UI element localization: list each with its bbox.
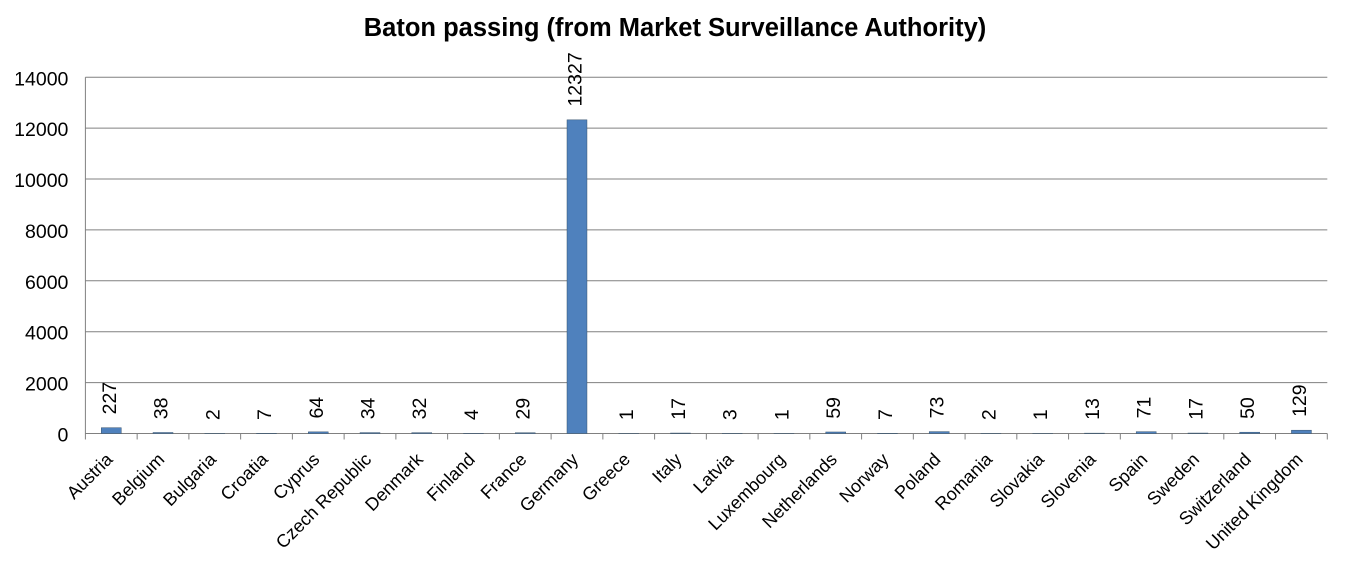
svg-text:12327: 12327 — [564, 52, 586, 106]
svg-text:Romania: Romania — [931, 448, 997, 514]
svg-text:United Kingdom: United Kingdom — [1202, 449, 1307, 554]
svg-text:Denmark: Denmark — [361, 448, 427, 514]
svg-text:8000: 8000 — [25, 221, 69, 243]
svg-text:1: 1 — [616, 409, 638, 420]
svg-text:73: 73 — [927, 397, 949, 419]
svg-text:2: 2 — [978, 409, 1000, 420]
svg-text:10000: 10000 — [14, 170, 68, 192]
svg-text:Italy: Italy — [648, 449, 685, 486]
svg-text:7: 7 — [254, 409, 276, 420]
svg-text:59: 59 — [823, 397, 845, 419]
svg-text:0: 0 — [58, 424, 69, 446]
svg-text:Belgium: Belgium — [108, 449, 168, 509]
svg-text:71: 71 — [1134, 397, 1156, 419]
svg-text:13: 13 — [1082, 398, 1104, 420]
svg-text:17: 17 — [1185, 398, 1207, 420]
svg-text:34: 34 — [358, 397, 380, 419]
svg-text:64: 64 — [306, 397, 328, 419]
svg-text:4000: 4000 — [25, 323, 69, 345]
svg-text:2: 2 — [202, 409, 224, 420]
svg-text:12000: 12000 — [14, 119, 68, 141]
svg-text:6000: 6000 — [25, 272, 69, 294]
svg-text:29: 29 — [513, 398, 535, 420]
svg-text:Latvia: Latvia — [689, 448, 738, 497]
svg-text:38: 38 — [151, 398, 173, 420]
svg-text:17: 17 — [668, 398, 690, 420]
svg-text:4: 4 — [461, 409, 483, 420]
svg-text:Finland: Finland — [423, 449, 479, 505]
svg-text:1: 1 — [1030, 409, 1052, 420]
svg-text:14000: 14000 — [14, 68, 68, 90]
svg-text:2000: 2000 — [25, 374, 69, 396]
svg-text:32: 32 — [409, 398, 431, 420]
svg-text:3: 3 — [720, 409, 742, 420]
svg-text:50: 50 — [1237, 397, 1259, 419]
svg-text:Spain: Spain — [1105, 449, 1152, 496]
svg-text:Greece: Greece — [578, 449, 634, 505]
svg-text:Croatia: Croatia — [217, 448, 273, 504]
svg-text:1: 1 — [771, 409, 793, 420]
svg-text:7: 7 — [875, 409, 897, 420]
svg-text:Norway: Norway — [835, 449, 892, 506]
svg-text:Slovenia: Slovenia — [1037, 448, 1101, 512]
svg-text:227: 227 — [99, 382, 121, 415]
svg-text:Bulgaria: Bulgaria — [159, 448, 221, 510]
svg-text:129: 129 — [1289, 384, 1311, 417]
svg-text:Slovakia: Slovakia — [986, 448, 1049, 511]
svg-text:Czech Republic: Czech Republic — [272, 449, 375, 552]
